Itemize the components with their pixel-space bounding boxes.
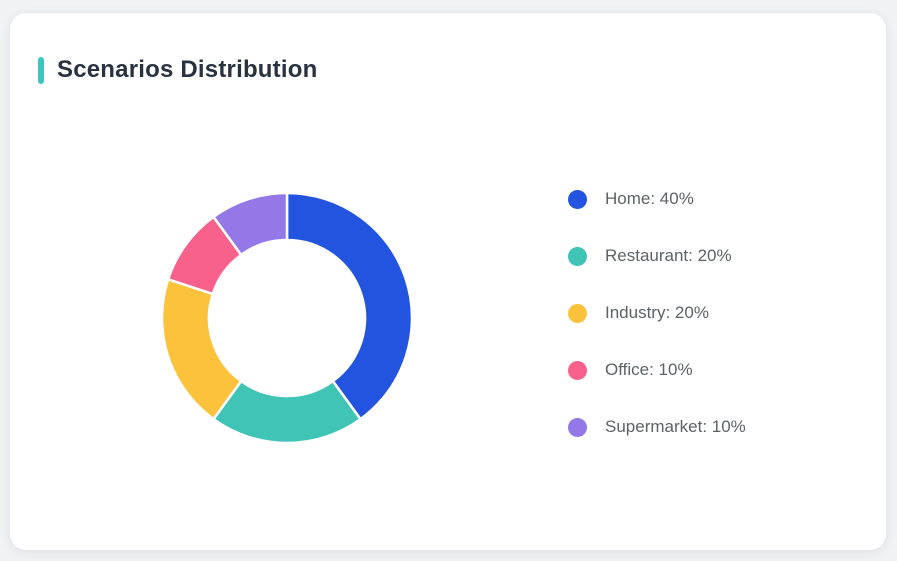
legend-label: Restaurant: 20% <box>605 246 732 266</box>
legend-dot <box>568 304 587 323</box>
chart-legend: Home: 40% Restaurant: 20% Industry: 20% Off… <box>568 171 746 456</box>
legend-label: Office: 10% <box>605 360 693 380</box>
donut-segment-home[interactable] <box>285 191 414 421</box>
legend-label: Home: 40% <box>605 189 694 209</box>
legend-dot <box>568 361 587 380</box>
legend-dot <box>568 418 587 437</box>
scenarios-distribution-card: Scenarios Distribution Home: 40% Restaura… <box>10 13 886 550</box>
legend-dot <box>568 190 587 209</box>
legend-item-supermarket[interactable]: Supermarket: 10% <box>568 399 746 456</box>
card-title: Scenarios Distribution <box>57 56 318 83</box>
donut-segment-industry[interactable] <box>160 278 243 421</box>
card-header: Scenarios Distribution <box>38 56 317 85</box>
legend-item-industry[interactable]: Industry: 20% <box>568 285 746 342</box>
title-accent-bar <box>38 56 44 84</box>
legend-label: Supermarket: 10% <box>605 417 746 437</box>
legend-label: Industry: 20% <box>605 303 709 323</box>
legend-dot <box>568 247 587 266</box>
legend-item-home[interactable]: Home: 40% <box>568 171 746 228</box>
donut-chart <box>160 191 414 445</box>
legend-item-office[interactable]: Office: 10% <box>568 342 746 399</box>
legend-item-restaurant[interactable]: Restaurant: 20% <box>568 228 746 285</box>
donut-segment-supermarket[interactable] <box>212 191 289 257</box>
